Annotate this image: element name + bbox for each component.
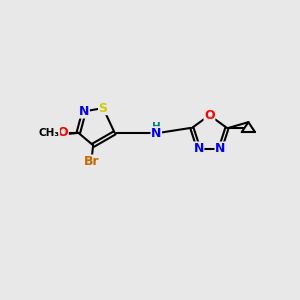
Text: H: H <box>152 122 161 133</box>
Text: O: O <box>204 109 215 122</box>
Text: N: N <box>79 105 89 118</box>
Text: O: O <box>58 126 68 139</box>
Text: S: S <box>99 102 108 115</box>
Text: N: N <box>151 127 161 140</box>
Text: O: O <box>56 128 67 141</box>
Text: N: N <box>194 142 204 155</box>
Text: O: O <box>53 128 64 141</box>
Text: N: N <box>215 142 226 155</box>
Text: CH₃: CH₃ <box>38 128 59 138</box>
Text: Br: Br <box>84 155 100 168</box>
Text: O: O <box>40 129 48 139</box>
